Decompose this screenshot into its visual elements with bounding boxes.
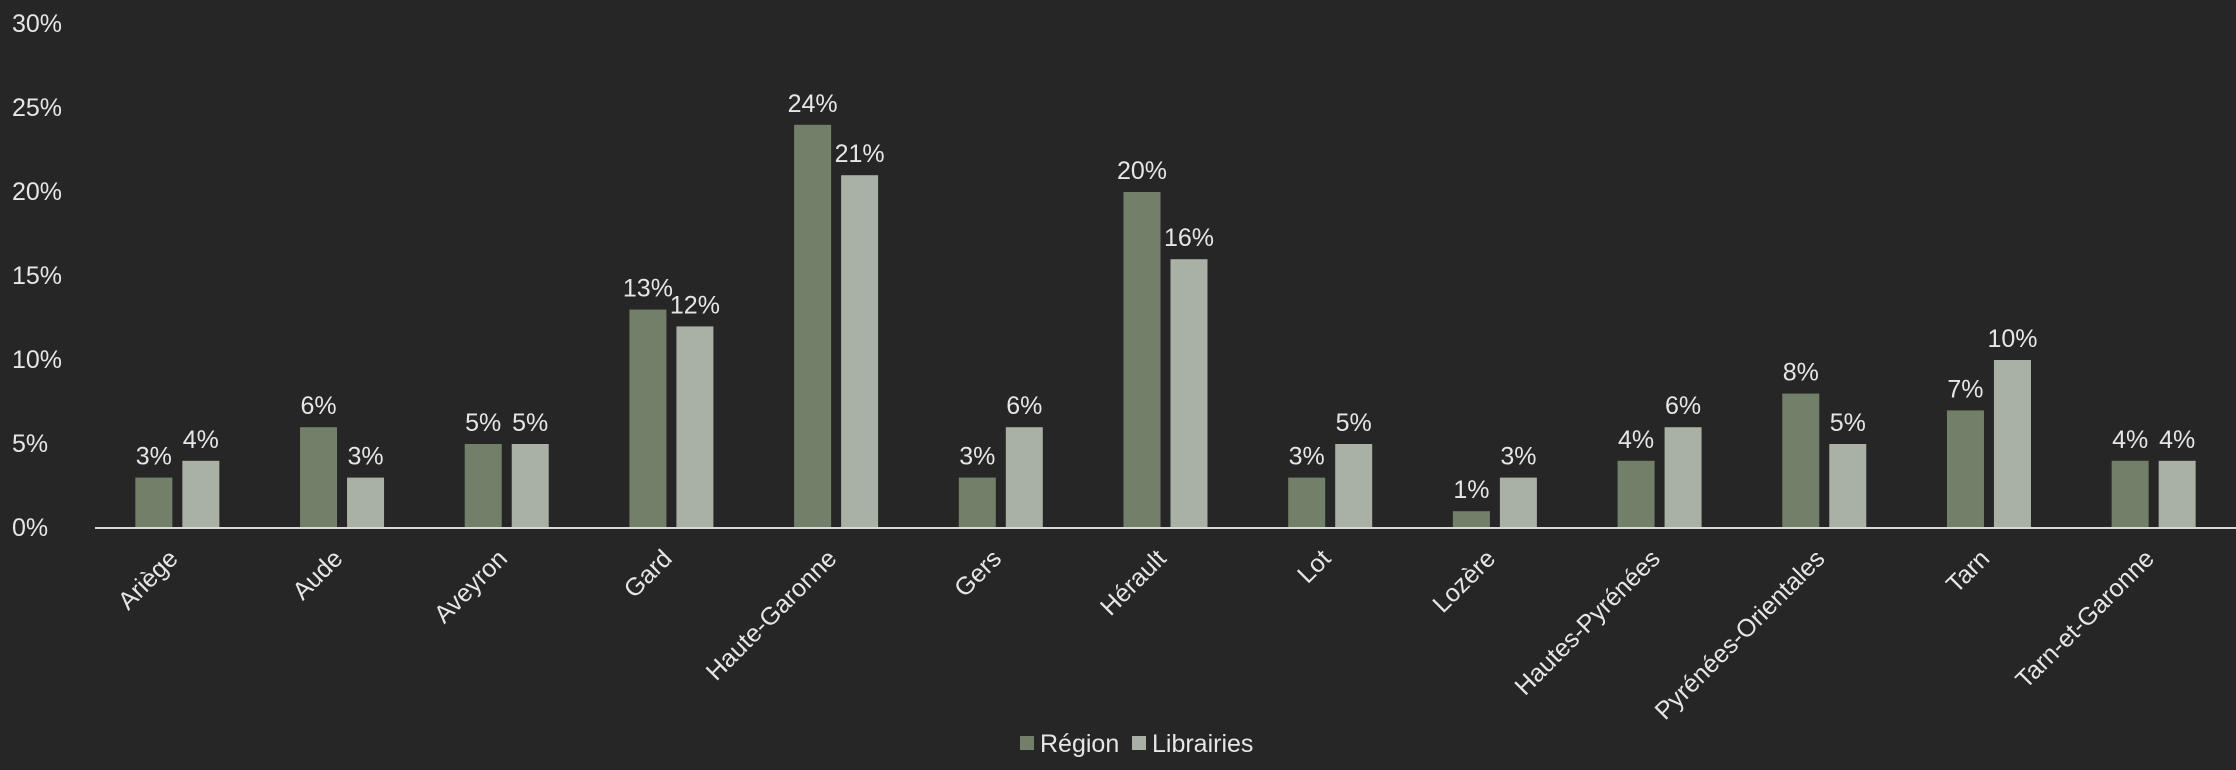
bar-region <box>958 477 996 528</box>
legend-swatch-librairies <box>1132 736 1146 750</box>
x-tick-label: Ariège <box>113 544 184 615</box>
x-tick-label: Gard <box>619 544 678 603</box>
data-label: 4% <box>2159 426 2195 454</box>
data-label: 5% <box>1830 409 1866 437</box>
bar-region <box>629 309 667 528</box>
data-label: 3% <box>136 443 172 471</box>
legend-label: Librairies <box>1152 730 1253 758</box>
bar-region <box>1617 460 1655 528</box>
data-label: 21% <box>835 140 885 168</box>
y-tick-label: 10% <box>12 346 62 374</box>
y-tick-label: 30% <box>12 10 62 38</box>
data-label: 3% <box>1289 443 1325 471</box>
x-tick-label: Hérault <box>1095 544 1172 621</box>
y-tick-label: 20% <box>12 178 62 206</box>
bar-region <box>300 427 338 528</box>
bar-region <box>1782 393 1820 528</box>
bar-region <box>1123 192 1161 528</box>
data-label: 6% <box>1665 392 1701 420</box>
data-label: 7% <box>1947 375 1983 403</box>
y-tick-label: 25% <box>12 94 62 122</box>
x-tick-label: Haute-Garonne <box>701 544 843 686</box>
data-label: 13% <box>623 275 673 303</box>
bar-librairies <box>1499 477 1537 528</box>
data-label: 12% <box>670 291 720 319</box>
y-tick-label: 0% <box>12 514 48 542</box>
x-tick-label: Lozère <box>1427 544 1501 618</box>
x-tick-label: Lot <box>1292 544 1336 588</box>
y-tick-label: 15% <box>12 262 62 290</box>
bar-librairies <box>1993 360 2031 528</box>
bar-region <box>1288 477 1326 528</box>
bar-librairies <box>347 477 385 528</box>
y-tick-label: 5% <box>12 430 48 458</box>
data-label: 1% <box>1453 476 1489 504</box>
bar-librairies <box>511 444 549 528</box>
legend-swatch-region <box>1020 736 1034 750</box>
bar-librairies <box>1170 259 1208 528</box>
data-label: 20% <box>1117 157 1167 185</box>
data-label: 4% <box>2112 426 2148 454</box>
x-tick-label: Aude <box>287 544 348 605</box>
data-label: 4% <box>1618 426 1654 454</box>
bar-librairies <box>1664 427 1702 528</box>
bar-librairies <box>841 175 879 528</box>
data-label: 24% <box>788 90 838 118</box>
data-label: 6% <box>300 392 336 420</box>
data-label: 16% <box>1164 224 1214 252</box>
data-label: 5% <box>1336 409 1372 437</box>
x-tick-label: Aveyron <box>429 544 513 628</box>
bar-region <box>2111 460 2149 528</box>
bar-region <box>794 124 832 529</box>
data-label: 4% <box>183 426 219 454</box>
x-tick-label: Hautes-Pyrénées <box>1509 544 1665 700</box>
data-label: 3% <box>347 443 383 471</box>
data-label: 5% <box>512 409 548 437</box>
legend-label: Région <box>1040 730 1119 758</box>
bar-region <box>135 477 173 528</box>
bar-librairies <box>1335 444 1373 528</box>
x-tick-label: Tarn <box>1941 544 1995 598</box>
data-label: 5% <box>465 409 501 437</box>
bar-librairies <box>1829 444 1867 528</box>
bar-librairies <box>182 460 220 528</box>
bar-librairies <box>2158 460 2196 528</box>
data-label: 10% <box>1987 325 2037 353</box>
x-tick-label: Gers <box>949 544 1007 602</box>
bar-region <box>1946 410 1984 528</box>
bar-librairies <box>676 326 714 528</box>
bar-region <box>464 444 502 528</box>
bar-region <box>1452 511 1490 528</box>
bar-librairies <box>1005 427 1043 528</box>
data-label: 3% <box>1500 443 1536 471</box>
x-tick-label: Tarn-et-Garonne <box>2010 544 2160 694</box>
x-tick-label: Pyrénées-Orientales <box>1650 544 1831 725</box>
data-label: 8% <box>1783 359 1819 387</box>
data-label: 6% <box>1006 392 1042 420</box>
data-label: 3% <box>959 443 995 471</box>
